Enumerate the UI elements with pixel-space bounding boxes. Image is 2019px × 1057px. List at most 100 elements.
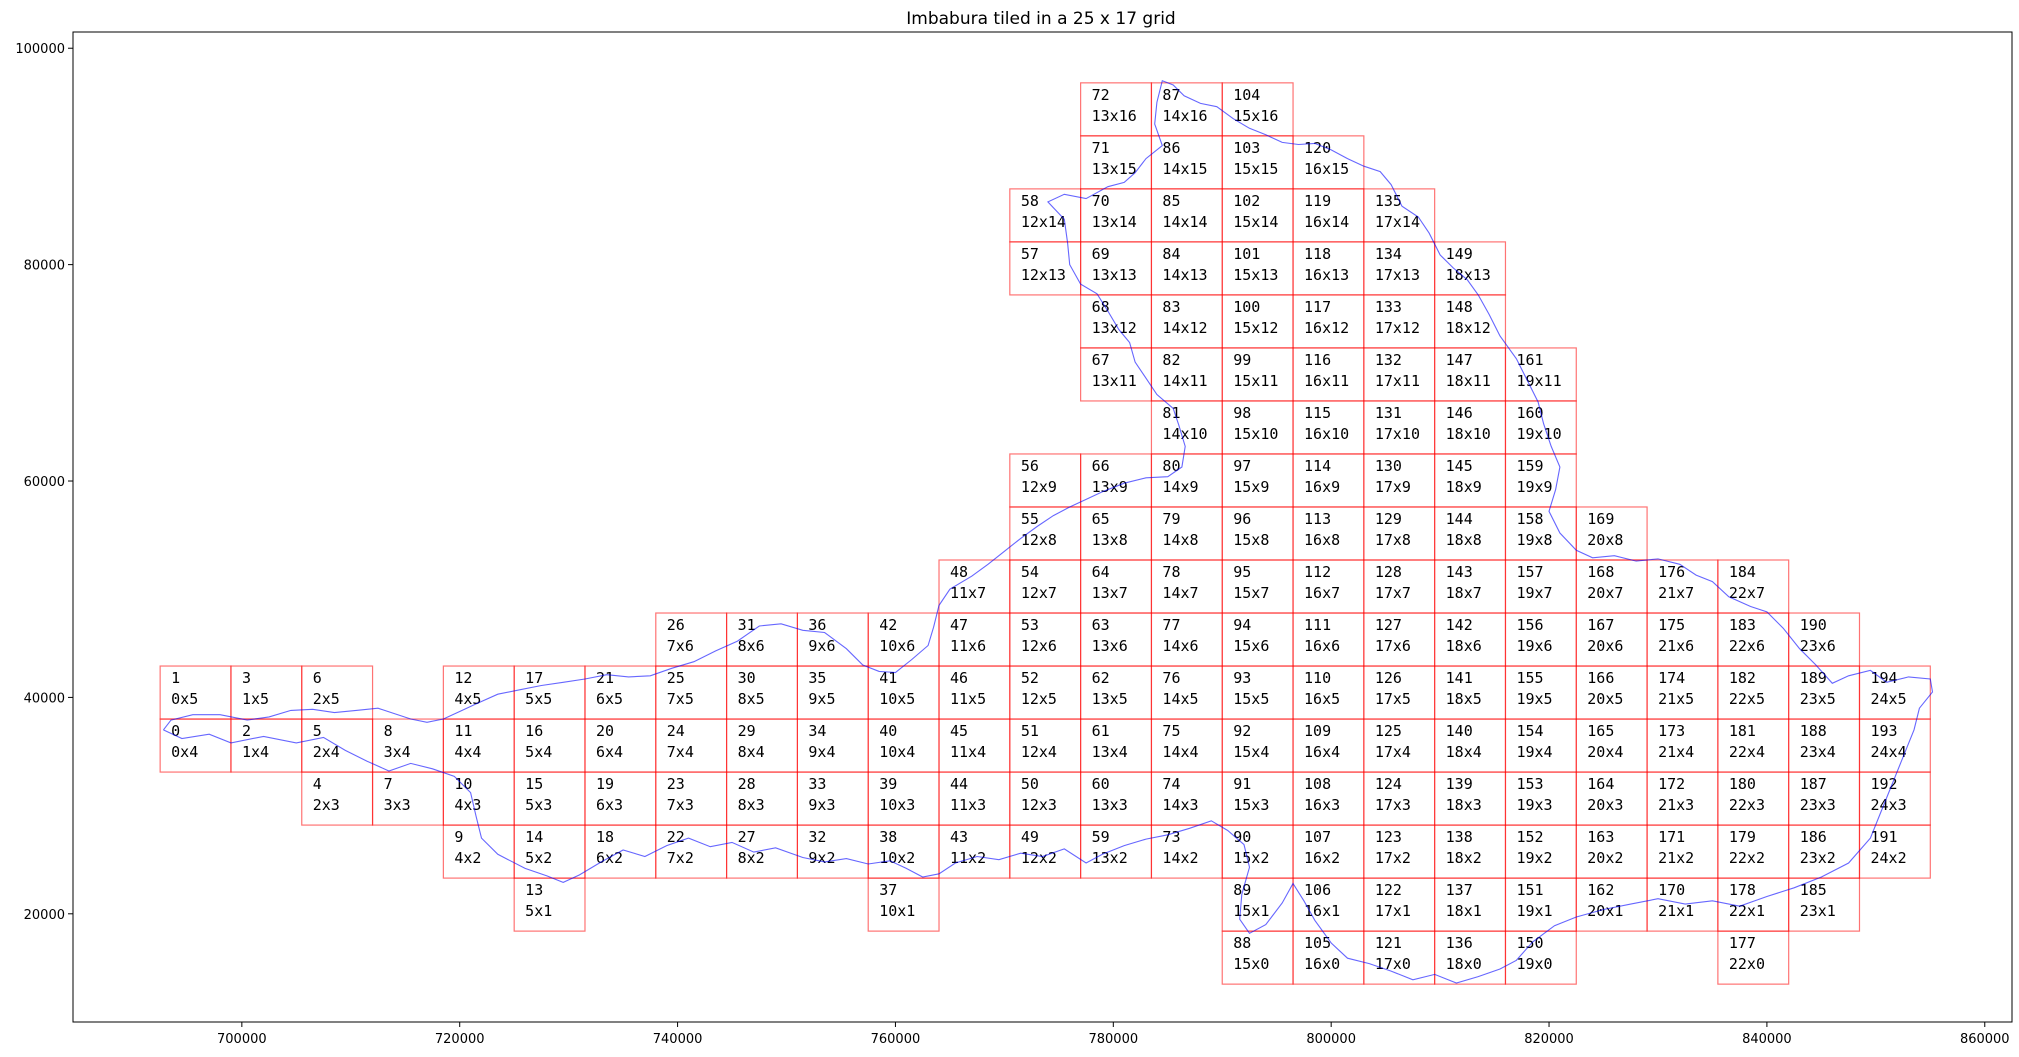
tile-index-label: 194 <box>1870 669 1897 687</box>
tile-index-label: 169 <box>1587 510 1614 528</box>
boundary-line <box>162 79 1934 984</box>
tile-72: 72 13x16 <box>1080 82 1153 137</box>
tile-index-label: 13 <box>525 881 543 899</box>
tile-169: 169 20x8 <box>1575 506 1648 561</box>
tile-coord-label: 5x3 <box>525 796 552 814</box>
tile-index-label: 192 <box>1870 775 1897 793</box>
tile-index-label: 39 <box>879 775 897 793</box>
tile-index-label: 187 <box>1800 775 1827 793</box>
tile-92: 92 15x4 <box>1221 718 1294 773</box>
tile-144: 144 18x8 <box>1434 506 1507 561</box>
tile-index-label: 95 <box>1233 563 1251 581</box>
tile-coord-label: 19x2 <box>1516 849 1552 867</box>
tile-161: 161 19x11 <box>1504 347 1577 402</box>
tile-index-label: 131 <box>1375 404 1402 422</box>
tile-coord-label: 15x3 <box>1233 796 1269 814</box>
tile-coord-label: 19x6 <box>1516 637 1552 655</box>
tile-index-label: 9 <box>454 828 463 846</box>
tile-index-label: 127 <box>1375 616 1402 634</box>
tile-index-label: 28 <box>738 775 756 793</box>
tile-coord-label: 15x9 <box>1233 478 1269 496</box>
tile-127: 127 17x6 <box>1363 612 1436 667</box>
tile-167: 167 20x6 <box>1575 612 1648 667</box>
tile-129: 129 17x8 <box>1363 506 1436 561</box>
tile-coord-label: 21x6 <box>1658 637 1694 655</box>
tile-44: 44 11x3 <box>938 771 1011 826</box>
tile-coord-label: 18x0 <box>1446 955 1482 973</box>
tile-coord-label: 2x4 <box>313 743 340 761</box>
tile-index-label: 60 <box>1092 775 1110 793</box>
tile-coord-label: 20x3 <box>1587 796 1623 814</box>
tile-46: 46 11x5 <box>938 665 1011 720</box>
tile-index-label: 172 <box>1658 775 1685 793</box>
tile-coord-label: 3x4 <box>384 743 411 761</box>
tile-138: 138 18x2 <box>1434 824 1507 879</box>
tile-index-label: 101 <box>1233 245 1260 263</box>
tile-index-label: 118 <box>1304 245 1331 263</box>
tile-140: 140 18x4 <box>1434 718 1507 773</box>
tile-coord-label: 20x1 <box>1587 902 1623 920</box>
tile-126: 126 17x5 <box>1363 665 1436 720</box>
tile-76: 76 14x5 <box>1150 665 1223 720</box>
tile-79: 79 14x8 <box>1150 506 1223 561</box>
tile-index-label: 182 <box>1729 669 1756 687</box>
tile-coord-label: 14x2 <box>1162 849 1198 867</box>
tile-coord-label: 13x5 <box>1092 690 1128 708</box>
tile-coord-label: 15x15 <box>1233 160 1278 178</box>
tile-index-label: 84 <box>1162 245 1180 263</box>
tile-164: 164 20x3 <box>1575 771 1648 826</box>
tile-coord-label: 13x16 <box>1092 107 1137 125</box>
tile-69: 69 13x13 <box>1080 241 1153 296</box>
tile-130: 130 17x9 <box>1363 453 1436 508</box>
tile-193: 193 24x4 <box>1858 718 1931 773</box>
tile-coord-label: 10x4 <box>879 743 915 761</box>
tile-108: 108 16x3 <box>1292 771 1365 826</box>
tile-coord-label: 15x6 <box>1233 637 1269 655</box>
tile-coord-label: 19x0 <box>1516 955 1552 973</box>
tile-index-label: 53 <box>1021 616 1039 634</box>
tile-index-label: 176 <box>1658 563 1685 581</box>
tile-118: 118 16x13 <box>1292 241 1365 296</box>
y-tick-label: 100000 <box>15 42 65 57</box>
tile-index-label: 21 <box>596 669 614 687</box>
tile-106: 106 16x1 <box>1292 877 1365 932</box>
tile-145: 145 18x9 <box>1434 453 1507 508</box>
tile-coord-label: 14x9 <box>1162 478 1198 496</box>
tile-index-label: 126 <box>1375 669 1402 687</box>
tile-82: 82 14x11 <box>1150 347 1223 402</box>
tile-coord-label: 13x9 <box>1092 478 1128 496</box>
tile-coord-label: 14x16 <box>1162 107 1207 125</box>
tile-65: 65 13x8 <box>1080 506 1153 561</box>
y-tick-label: 80000 <box>24 259 65 274</box>
tile-coord-label: 15x13 <box>1233 266 1278 284</box>
tile-74: 74 14x3 <box>1150 771 1223 826</box>
tile-coord-label: 10x5 <box>879 690 915 708</box>
tile-45: 45 11x4 <box>938 718 1011 773</box>
tile-coord-label: 17x7 <box>1375 584 1411 602</box>
chart-title: Imbabura tiled in a 25 x 17 grid <box>906 9 1175 29</box>
tile-137: 137 18x1 <box>1434 877 1507 932</box>
tile-index-label: 122 <box>1375 881 1402 899</box>
tile-coord-label: 14x14 <box>1162 213 1207 231</box>
tile-index-label: 163 <box>1587 828 1614 846</box>
tile-168: 168 20x7 <box>1575 559 1648 614</box>
tile-coord-label: 14x10 <box>1162 425 1207 443</box>
tile-index-label: 98 <box>1233 404 1251 422</box>
tile-coord-label: 21x4 <box>1658 743 1694 761</box>
tile-index-label: 108 <box>1304 775 1331 793</box>
tile-index-label: 134 <box>1375 245 1402 263</box>
tile-rect <box>1221 82 1294 137</box>
tile-index-label: 20 <box>596 722 614 740</box>
tile-64: 64 13x7 <box>1080 559 1153 614</box>
tile-index-label: 164 <box>1587 775 1614 793</box>
tile-index-label: 147 <box>1446 351 1473 369</box>
